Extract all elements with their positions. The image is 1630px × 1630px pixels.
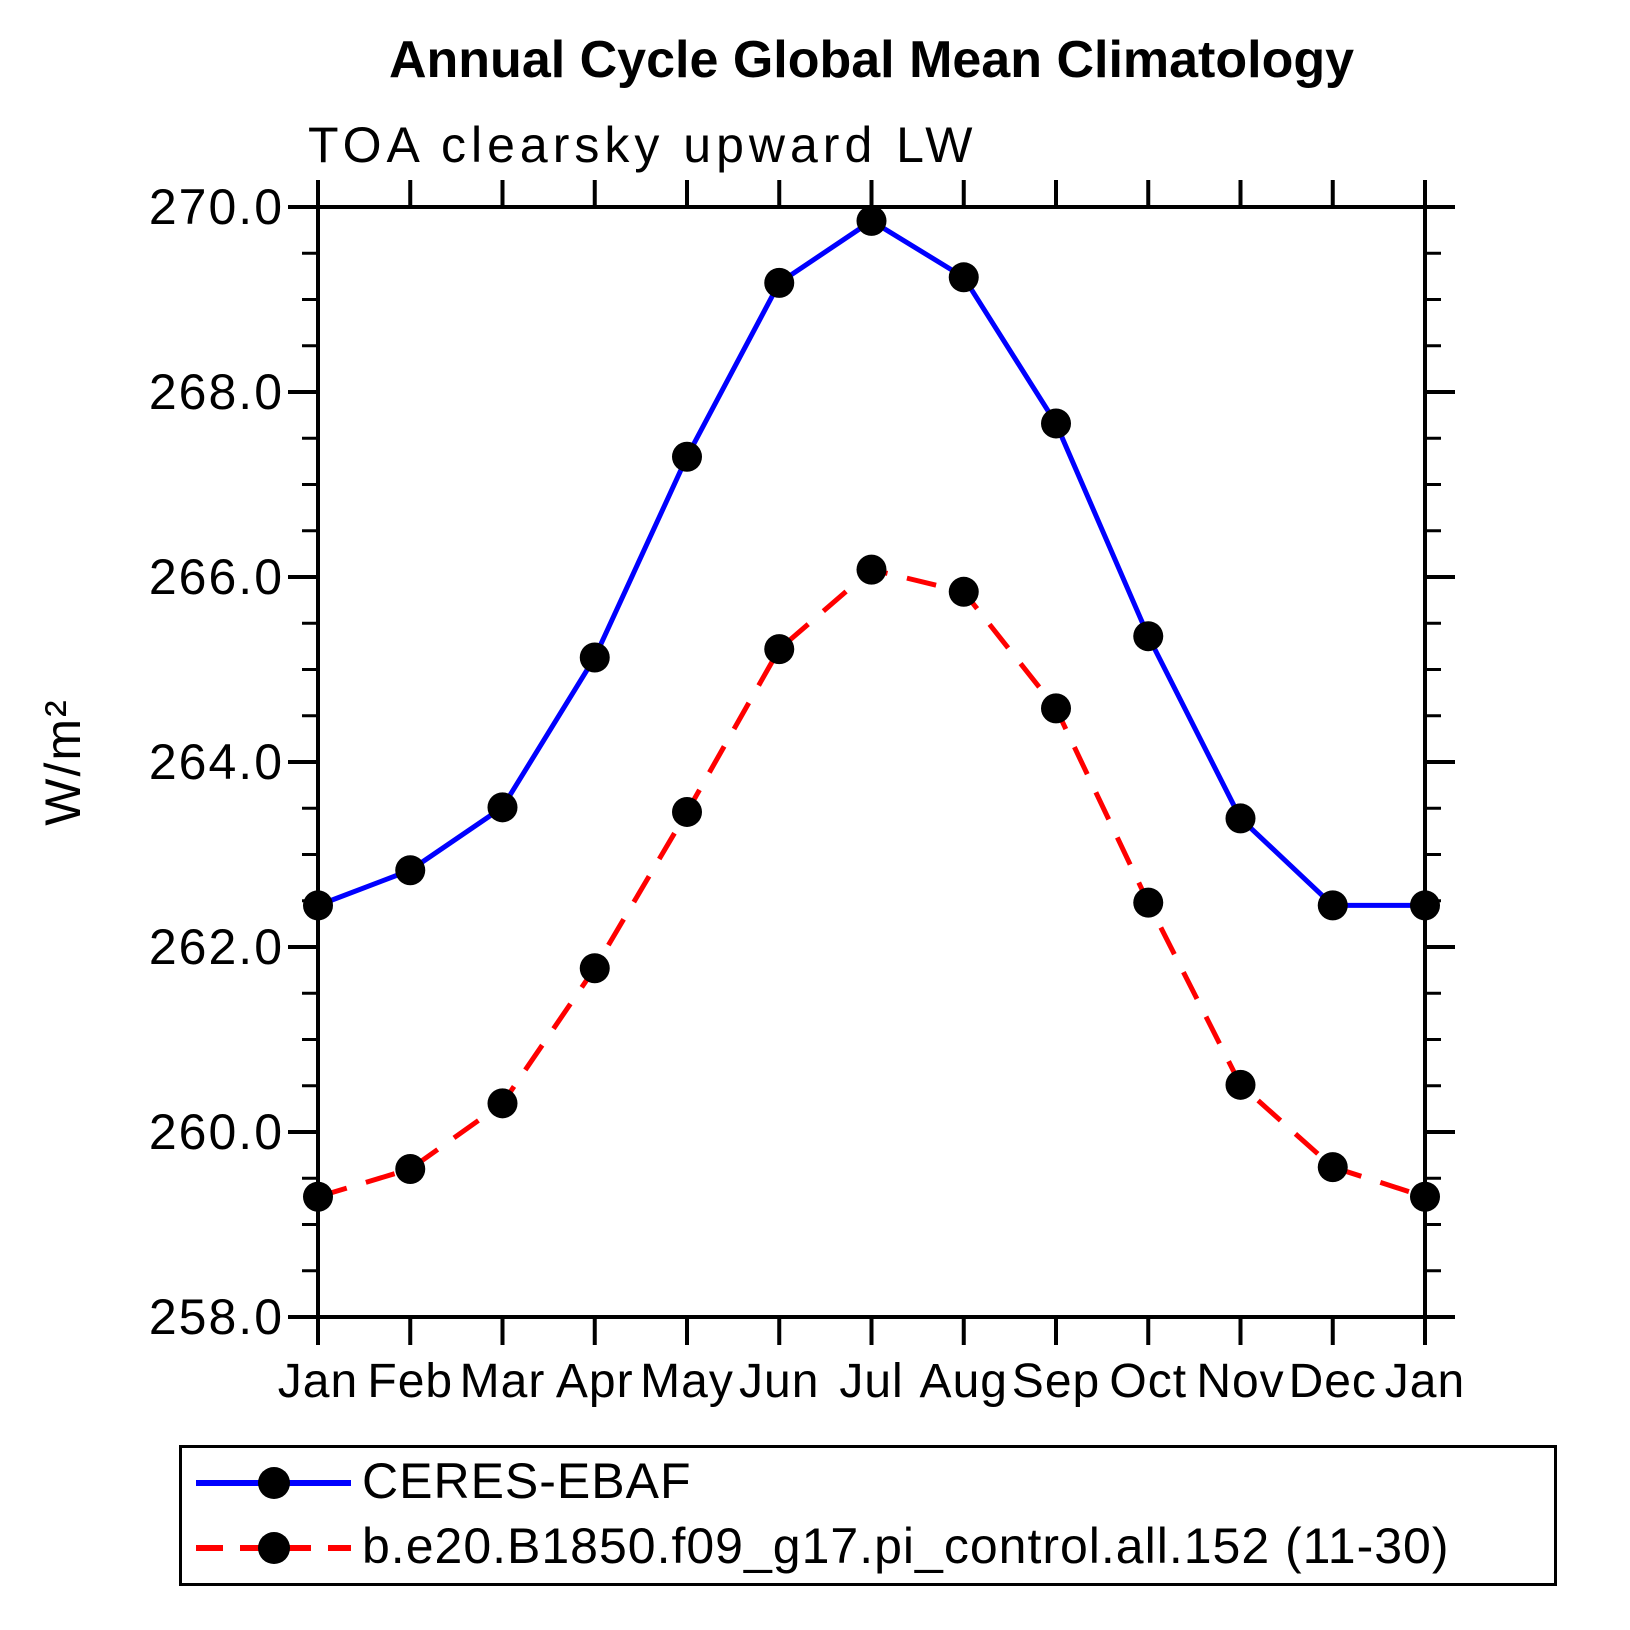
legend-item-ceres-ebaf: CERES-EBAF (188, 1451, 1554, 1515)
data-point-marker (672, 796, 702, 827)
y-axis-label: W/m² (35, 698, 91, 825)
x-tick-label: Sep (1012, 1355, 1100, 1408)
data-point-marker (1133, 887, 1164, 918)
chart-title: Annual Cycle Global Mean Climatology (388, 31, 1355, 89)
x-tick-label: Feb (367, 1355, 453, 1408)
x-tick-label: Mar (460, 1355, 546, 1408)
y-tick-label: 262.0 (149, 919, 284, 975)
data-point-marker (579, 642, 610, 673)
data-point-marker (1317, 890, 1348, 921)
data-point-marker (1410, 890, 1440, 921)
x-tick-label: Jun (739, 1355, 819, 1408)
data-point-marker (948, 262, 979, 293)
data-point-marker (579, 953, 610, 984)
data-point-marker (672, 441, 702, 472)
solid-line-marker-icon (196, 1467, 351, 1499)
data-point-marker (395, 855, 426, 886)
data-point-marker (1041, 693, 1071, 724)
x-tick-label: May (640, 1355, 734, 1408)
data-point-marker (487, 792, 518, 823)
y-tick-label: 264.0 (149, 734, 284, 790)
x-tick-label: Jul (839, 1355, 903, 1408)
data-point-marker (487, 1088, 518, 1119)
legend-label-ceres-ebaf: CERES-EBAF (362, 1453, 692, 1509)
data-point-marker (1410, 1181, 1440, 1212)
data-point-marker (1133, 621, 1164, 652)
legend-label-model-run: b.e20.B1850.f09_g17.pi_control.all.152 (… (362, 1518, 1450, 1574)
data-point-marker (1225, 803, 1256, 834)
legend-item-model-run: b.e20.B1850.f09_g17.pi_control.all.152 (… (188, 1516, 1554, 1580)
data-point-marker (764, 634, 795, 665)
x-tick-label: Nov (1196, 1355, 1284, 1408)
y-tick-label: 268.0 (149, 364, 284, 420)
y-tick-label: 260.0 (149, 1104, 284, 1160)
dashed-line-marker-icon (196, 1532, 351, 1564)
x-tick-label: Aug (920, 1355, 1008, 1408)
x-tick-label: Oct (1109, 1355, 1187, 1408)
data-point-marker (395, 1154, 426, 1184)
series-line-1 (317, 566, 1426, 1200)
y-tick-label: 266.0 (149, 549, 284, 605)
data-point-marker (303, 1181, 333, 1212)
x-tick-label: Jan (1385, 1355, 1465, 1408)
data-point-marker (764, 267, 795, 298)
data-point-marker (303, 890, 333, 921)
data-point-marker (1317, 1152, 1348, 1183)
y-tick-label: 270.0 (149, 179, 284, 235)
y-tick-label: 258.0 (149, 1289, 284, 1345)
chart-subtitle: TOA clearsky upward LW (308, 117, 978, 173)
data-point-marker (856, 554, 887, 585)
x-tick-label: Jan (278, 1355, 358, 1408)
data-point-marker (1225, 1069, 1256, 1100)
x-tick-label: Dec (1289, 1355, 1377, 1408)
data-point-marker (856, 205, 887, 236)
data-point-marker (1041, 408, 1071, 439)
x-tick-label: Apr (556, 1355, 634, 1408)
legend: CERES-EBAF b.e20.B1850.f09_g17.pi_contro… (179, 1445, 1557, 1586)
data-point-marker (948, 576, 979, 607)
plot-border (316, 205, 1427, 1319)
